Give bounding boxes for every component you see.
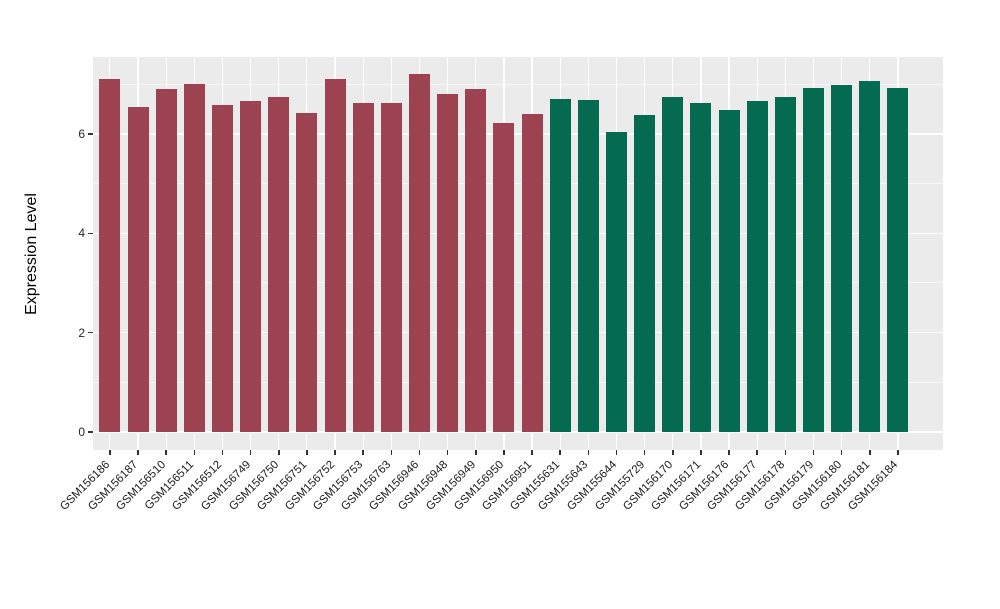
y-tick-label: 4 <box>78 226 85 241</box>
bar-GSM156949 <box>465 89 487 432</box>
bar-GSM155644 <box>606 131 627 432</box>
x-tick-mark <box>531 450 533 455</box>
bar-GSM156170 <box>662 97 684 432</box>
x-tick-mark <box>390 450 393 455</box>
x-tick-mark <box>277 450 280 455</box>
bar-GSM156946 <box>408 74 430 432</box>
x-tick-mark <box>418 450 421 455</box>
x-tick-mark <box>700 450 702 455</box>
gridline-major <box>93 431 943 433</box>
y-tick-mark <box>88 133 93 135</box>
gridline-major <box>93 232 943 235</box>
x-tick-mark <box>559 450 561 455</box>
x-tick-mark <box>812 450 815 455</box>
gridline-minor <box>93 183 943 185</box>
bar-GSM156179 <box>803 88 825 432</box>
y-tick-mark <box>88 232 93 235</box>
x-tick-mark <box>193 450 196 455</box>
x-tick-mark <box>643 450 646 455</box>
gridline-minor <box>93 381 943 383</box>
bar-GSM155643 <box>577 100 599 432</box>
gridline-minor <box>93 282 943 284</box>
bar-GSM156171 <box>690 102 712 432</box>
x-tick-mark <box>362 450 364 455</box>
bar-GSM156752 <box>324 78 346 432</box>
x-tick-mark <box>446 450 449 455</box>
x-tick-mark <box>587 450 590 455</box>
x-tick-mark <box>897 450 899 455</box>
x-tick-mark <box>784 450 787 455</box>
x-tick-mark <box>728 450 730 455</box>
y-tick-mark <box>88 431 93 433</box>
bar-GSM156763 <box>380 103 402 432</box>
x-tick-mark <box>672 450 674 455</box>
y-axis-title: Expression Level <box>23 193 40 315</box>
y-tick-mark <box>88 331 93 334</box>
x-tick-mark <box>249 450 252 455</box>
x-tick-mark <box>334 450 336 455</box>
bar-GSM155729 <box>634 115 656 432</box>
y-tick-label: 2 <box>78 325 85 340</box>
bar-GSM156176 <box>718 110 740 432</box>
x-tick-mark <box>306 450 308 455</box>
bar-GSM156749 <box>240 100 262 432</box>
plot-panel <box>93 57 943 450</box>
x-tick-mark <box>109 450 111 455</box>
x-tick-mark <box>615 450 618 455</box>
x-tick-mark <box>756 450 759 455</box>
bar-GSM156184 <box>887 88 909 432</box>
bar-GSM156181 <box>859 81 881 432</box>
bar-GSM156512 <box>211 104 233 432</box>
bar-GSM156510 <box>155 89 177 432</box>
x-tick-mark <box>137 450 139 455</box>
gridline-major <box>93 133 943 135</box>
bar-GSM156753 <box>352 103 374 432</box>
y-tick-label: 6 <box>78 126 85 141</box>
x-tick-mark <box>474 450 477 455</box>
gridline-major <box>93 331 943 334</box>
x-tick-mark <box>221 450 224 455</box>
x-tick-mark <box>165 450 167 455</box>
x-tick-mark <box>869 450 871 455</box>
bar-GSM156950 <box>493 123 515 432</box>
bar-GSM156187 <box>127 106 149 432</box>
bar-GSM156948 <box>437 93 459 432</box>
bar-GSM156178 <box>774 96 796 432</box>
bar-GSM156180 <box>831 85 853 432</box>
x-tick-mark <box>503 450 505 455</box>
bar-GSM156750 <box>268 96 290 432</box>
bar-GSM156186 <box>99 79 121 432</box>
y-tick-label: 0 <box>78 425 85 439</box>
x-tick-mark <box>840 450 843 455</box>
bar-GSM156951 <box>521 113 543 432</box>
bar-GSM155631 <box>549 99 571 432</box>
gridline-minor <box>93 83 943 85</box>
bar-GSM156751 <box>296 112 318 432</box>
bar-GSM156511 <box>183 84 205 432</box>
bar-GSM156177 <box>746 101 768 432</box>
